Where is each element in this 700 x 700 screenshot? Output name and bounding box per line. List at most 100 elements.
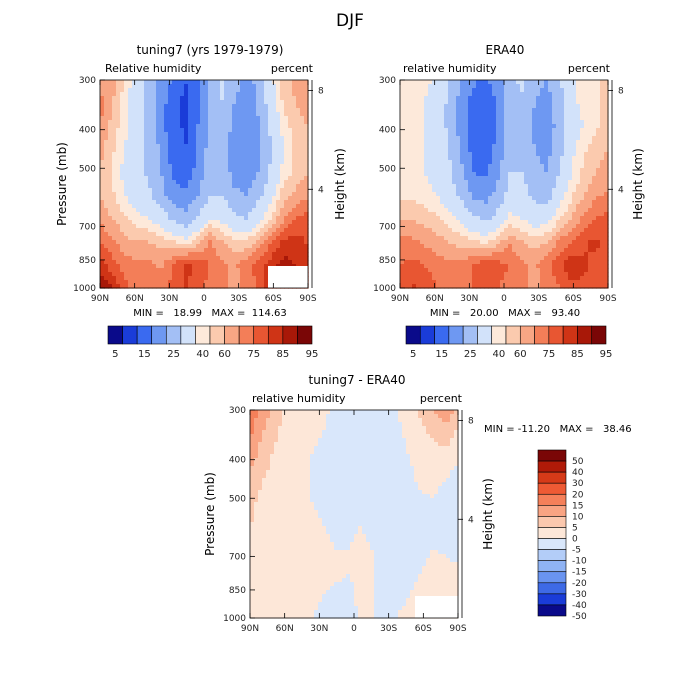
contour-cell	[108, 268, 113, 273]
contour-cell	[232, 212, 237, 217]
contour-cell	[512, 220, 517, 225]
contour-cell	[168, 232, 173, 237]
contour-cell	[212, 196, 217, 201]
y-tick-label: 500	[79, 164, 96, 174]
contour-cell	[240, 228, 245, 233]
contour-cell	[216, 196, 221, 201]
contour-cell	[132, 208, 137, 213]
contour-cell	[256, 120, 261, 125]
contour-cell	[452, 100, 457, 105]
contour-cell	[576, 220, 581, 225]
contour-cell	[500, 176, 505, 181]
contour-cell	[160, 268, 165, 273]
contour-cell	[428, 208, 433, 213]
contour-cell	[288, 196, 293, 201]
contour-cell	[104, 108, 109, 113]
contour-cell	[504, 116, 509, 121]
contour-cell	[100, 216, 105, 221]
contour-cell	[416, 132, 421, 137]
contour-cell	[488, 152, 493, 157]
contour-cell	[604, 224, 609, 229]
contour-cell	[124, 232, 129, 237]
contour-cell	[516, 96, 521, 101]
contour-cell	[296, 164, 301, 169]
contour-cell	[560, 232, 565, 237]
contour-cell	[544, 124, 549, 129]
contour-cell	[212, 284, 217, 289]
contour-cell	[544, 108, 549, 113]
contour-cell	[600, 192, 605, 197]
contour-cell	[436, 232, 441, 237]
contour-cell	[480, 180, 485, 185]
contour-cell	[572, 152, 577, 157]
contour-cell	[520, 108, 525, 113]
contour-cell	[540, 116, 545, 121]
contour-cell	[248, 228, 253, 233]
contour-cell	[520, 248, 525, 253]
contour-cell	[212, 280, 217, 285]
contour-cell	[168, 244, 173, 249]
contour-cell	[252, 244, 257, 249]
contour-cell	[604, 204, 609, 209]
contour-cell	[292, 148, 297, 153]
contour-cell	[560, 140, 565, 145]
contour-cell	[184, 228, 189, 233]
contour-cell	[564, 188, 569, 193]
contour-cell	[500, 152, 505, 157]
contour-cell	[524, 232, 529, 237]
contour-cell	[248, 172, 253, 177]
contour-cell	[208, 120, 213, 125]
contour-cell	[400, 188, 405, 193]
contour-cell	[472, 232, 477, 237]
contour-cell	[476, 80, 481, 85]
contour-cell	[132, 252, 137, 257]
contour-cell	[300, 152, 305, 157]
contour-cell	[120, 224, 125, 229]
contour-cell	[528, 136, 533, 141]
y-tick-label: 1000	[73, 284, 96, 294]
contour-cell	[544, 204, 549, 209]
contour-cell	[520, 208, 525, 213]
contour-cell	[284, 232, 289, 237]
contour-cell	[152, 80, 157, 85]
contour-cell	[176, 252, 181, 257]
contour-cell	[420, 164, 425, 169]
contour-cell	[452, 88, 457, 93]
contour-cell	[144, 188, 149, 193]
contour-cell	[428, 172, 433, 177]
contour-cell	[296, 84, 301, 89]
contour-cell	[588, 220, 593, 225]
contour-cell	[600, 144, 605, 149]
contour-cell	[224, 176, 229, 181]
contour-cell	[148, 240, 153, 245]
contour-cell	[556, 148, 561, 153]
contour-cell	[488, 108, 493, 113]
contour-cell	[284, 92, 289, 97]
contour-cell	[452, 108, 457, 113]
contour-cell	[248, 220, 253, 225]
contour-cell	[456, 124, 461, 129]
contour-cell	[456, 180, 461, 185]
contour-cell	[448, 120, 453, 125]
contour-cell	[460, 244, 465, 249]
contour-cell	[476, 168, 481, 173]
contour-cell	[264, 176, 269, 181]
contour-cell	[540, 204, 545, 209]
contour-cell	[564, 104, 569, 109]
contour-cell	[604, 108, 609, 113]
contour-cell	[488, 180, 493, 185]
contour-cell	[532, 200, 537, 205]
contour-cell	[204, 148, 209, 153]
contour-cell	[196, 92, 201, 97]
contour-cell	[260, 84, 265, 89]
contour-cell	[192, 148, 197, 153]
contour-cell	[440, 172, 445, 177]
contour-cell	[424, 236, 429, 241]
contour-cell	[432, 152, 437, 157]
contour-cell	[540, 112, 545, 117]
contour-cell	[148, 276, 153, 281]
contour-cell	[168, 212, 173, 217]
x-tick-label: 90S	[299, 294, 316, 304]
contour-cell	[104, 96, 109, 101]
contour-cell	[496, 188, 501, 193]
